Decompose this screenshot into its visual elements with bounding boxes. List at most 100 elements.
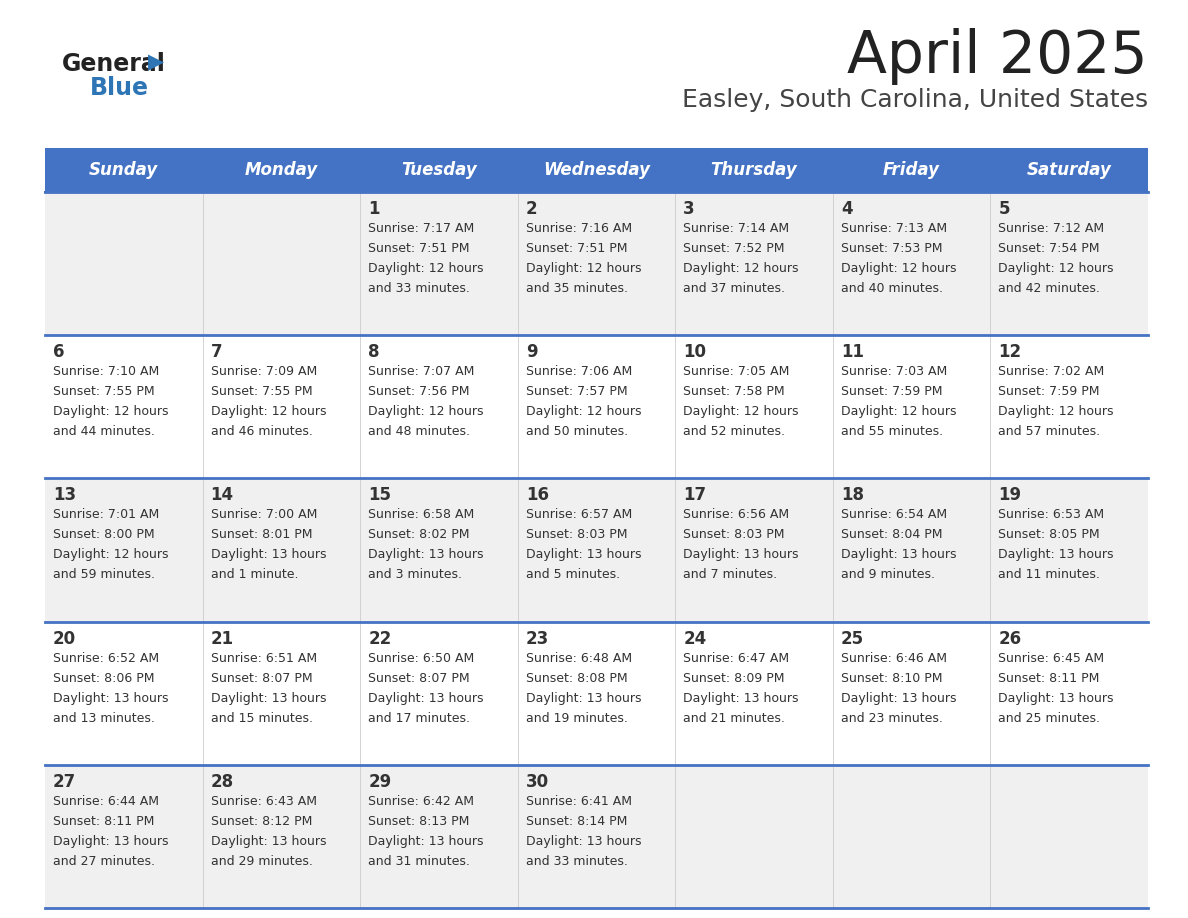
Text: Daylight: 13 hours: Daylight: 13 hours bbox=[368, 691, 484, 705]
Text: 7: 7 bbox=[210, 343, 222, 361]
Text: Sunset: 8:11 PM: Sunset: 8:11 PM bbox=[998, 672, 1100, 685]
Text: 6: 6 bbox=[53, 343, 64, 361]
Text: 28: 28 bbox=[210, 773, 234, 790]
Text: and 55 minutes.: and 55 minutes. bbox=[841, 425, 943, 438]
Text: Sunrise: 7:10 AM: Sunrise: 7:10 AM bbox=[53, 365, 159, 378]
Text: and 52 minutes.: and 52 minutes. bbox=[683, 425, 785, 438]
Text: Daylight: 12 hours: Daylight: 12 hours bbox=[683, 405, 798, 419]
Text: and 15 minutes.: and 15 minutes. bbox=[210, 711, 312, 724]
Text: and 40 minutes.: and 40 minutes. bbox=[841, 282, 943, 295]
Text: Daylight: 12 hours: Daylight: 12 hours bbox=[526, 262, 642, 275]
Text: Sunrise: 6:58 AM: Sunrise: 6:58 AM bbox=[368, 509, 474, 521]
Text: 26: 26 bbox=[998, 630, 1022, 647]
Text: and 5 minutes.: and 5 minutes. bbox=[526, 568, 620, 581]
Text: and 44 minutes.: and 44 minutes. bbox=[53, 425, 154, 438]
Text: Sunrise: 6:43 AM: Sunrise: 6:43 AM bbox=[210, 795, 316, 808]
Text: Daylight: 13 hours: Daylight: 13 hours bbox=[53, 834, 169, 848]
Text: Sunrise: 7:03 AM: Sunrise: 7:03 AM bbox=[841, 365, 947, 378]
Text: 20: 20 bbox=[53, 630, 76, 647]
Text: and 50 minutes.: and 50 minutes. bbox=[526, 425, 627, 438]
Text: and 46 minutes.: and 46 minutes. bbox=[210, 425, 312, 438]
Text: Saturday: Saturday bbox=[1026, 161, 1112, 179]
Text: Daylight: 12 hours: Daylight: 12 hours bbox=[526, 405, 642, 419]
Text: Sunset: 8:02 PM: Sunset: 8:02 PM bbox=[368, 529, 469, 542]
Text: Sunrise: 6:54 AM: Sunrise: 6:54 AM bbox=[841, 509, 947, 521]
Text: Daylight: 13 hours: Daylight: 13 hours bbox=[526, 834, 642, 848]
Text: Sunset: 7:51 PM: Sunset: 7:51 PM bbox=[526, 242, 627, 255]
Text: 14: 14 bbox=[210, 487, 234, 504]
Text: 15: 15 bbox=[368, 487, 391, 504]
Text: Daylight: 12 hours: Daylight: 12 hours bbox=[53, 548, 169, 562]
Text: Sunrise: 6:45 AM: Sunrise: 6:45 AM bbox=[998, 652, 1105, 665]
Text: Sunrise: 7:06 AM: Sunrise: 7:06 AM bbox=[526, 365, 632, 378]
Text: Sunrise: 7:00 AM: Sunrise: 7:00 AM bbox=[210, 509, 317, 521]
Text: 1: 1 bbox=[368, 200, 380, 218]
Text: Daylight: 13 hours: Daylight: 13 hours bbox=[53, 691, 169, 705]
Text: Monday: Monday bbox=[245, 161, 318, 179]
Text: Sunset: 7:51 PM: Sunset: 7:51 PM bbox=[368, 242, 469, 255]
Text: Sunrise: 7:02 AM: Sunrise: 7:02 AM bbox=[998, 365, 1105, 378]
Text: 25: 25 bbox=[841, 630, 864, 647]
Text: 27: 27 bbox=[53, 773, 76, 790]
Text: Sunset: 8:07 PM: Sunset: 8:07 PM bbox=[210, 672, 312, 685]
Text: Sunrise: 6:51 AM: Sunrise: 6:51 AM bbox=[210, 652, 317, 665]
Text: and 1 minute.: and 1 minute. bbox=[210, 568, 298, 581]
Bar bbox=[45, 192, 1148, 335]
Text: Daylight: 12 hours: Daylight: 12 hours bbox=[53, 405, 169, 419]
Text: 21: 21 bbox=[210, 630, 234, 647]
Text: Sunrise: 7:12 AM: Sunrise: 7:12 AM bbox=[998, 222, 1105, 235]
Text: Sunday: Sunday bbox=[89, 161, 158, 179]
Text: Daylight: 12 hours: Daylight: 12 hours bbox=[998, 405, 1114, 419]
Text: Sunset: 8:03 PM: Sunset: 8:03 PM bbox=[683, 529, 785, 542]
Text: and 21 minutes.: and 21 minutes. bbox=[683, 711, 785, 724]
Text: Daylight: 13 hours: Daylight: 13 hours bbox=[683, 548, 798, 562]
Text: Daylight: 13 hours: Daylight: 13 hours bbox=[210, 691, 326, 705]
Text: April 2025: April 2025 bbox=[847, 28, 1148, 85]
Text: 18: 18 bbox=[841, 487, 864, 504]
Text: Sunrise: 6:57 AM: Sunrise: 6:57 AM bbox=[526, 509, 632, 521]
Text: Sunset: 8:05 PM: Sunset: 8:05 PM bbox=[998, 529, 1100, 542]
Text: Sunset: 8:10 PM: Sunset: 8:10 PM bbox=[841, 672, 942, 685]
Text: Sunrise: 7:05 AM: Sunrise: 7:05 AM bbox=[683, 365, 790, 378]
Text: Sunrise: 6:50 AM: Sunrise: 6:50 AM bbox=[368, 652, 474, 665]
Text: Sunset: 7:59 PM: Sunset: 7:59 PM bbox=[841, 386, 942, 398]
Text: Daylight: 13 hours: Daylight: 13 hours bbox=[841, 691, 956, 705]
Text: Sunset: 7:53 PM: Sunset: 7:53 PM bbox=[841, 242, 942, 255]
Text: Sunset: 7:52 PM: Sunset: 7:52 PM bbox=[683, 242, 785, 255]
Text: and 27 minutes.: and 27 minutes. bbox=[53, 855, 154, 868]
Text: and 31 minutes.: and 31 minutes. bbox=[368, 855, 470, 868]
Text: Daylight: 12 hours: Daylight: 12 hours bbox=[210, 405, 326, 419]
Text: ▶: ▶ bbox=[148, 52, 164, 72]
Text: 5: 5 bbox=[998, 200, 1010, 218]
Text: Sunset: 8:07 PM: Sunset: 8:07 PM bbox=[368, 672, 469, 685]
Text: Daylight: 13 hours: Daylight: 13 hours bbox=[998, 548, 1114, 562]
Text: 10: 10 bbox=[683, 343, 707, 361]
Text: Sunset: 8:04 PM: Sunset: 8:04 PM bbox=[841, 529, 942, 542]
Bar bbox=[45, 478, 1148, 621]
Text: Sunrise: 7:14 AM: Sunrise: 7:14 AM bbox=[683, 222, 789, 235]
Text: Sunrise: 7:07 AM: Sunrise: 7:07 AM bbox=[368, 365, 474, 378]
Text: Sunset: 7:57 PM: Sunset: 7:57 PM bbox=[526, 386, 627, 398]
Text: Sunset: 7:58 PM: Sunset: 7:58 PM bbox=[683, 386, 785, 398]
Text: Sunrise: 6:42 AM: Sunrise: 6:42 AM bbox=[368, 795, 474, 808]
Text: Sunrise: 6:41 AM: Sunrise: 6:41 AM bbox=[526, 795, 632, 808]
Text: Sunset: 8:13 PM: Sunset: 8:13 PM bbox=[368, 815, 469, 828]
Text: Easley, South Carolina, United States: Easley, South Carolina, United States bbox=[682, 88, 1148, 112]
Text: Sunrise: 6:46 AM: Sunrise: 6:46 AM bbox=[841, 652, 947, 665]
Text: and 19 minutes.: and 19 minutes. bbox=[526, 711, 627, 724]
Text: Sunrise: 6:47 AM: Sunrise: 6:47 AM bbox=[683, 652, 789, 665]
Text: and 13 minutes.: and 13 minutes. bbox=[53, 711, 154, 724]
Text: Sunset: 7:55 PM: Sunset: 7:55 PM bbox=[53, 386, 154, 398]
Text: and 33 minutes.: and 33 minutes. bbox=[526, 855, 627, 868]
Text: and 37 minutes.: and 37 minutes. bbox=[683, 282, 785, 295]
Text: Sunset: 8:14 PM: Sunset: 8:14 PM bbox=[526, 815, 627, 828]
Text: Daylight: 13 hours: Daylight: 13 hours bbox=[526, 548, 642, 562]
Text: Daylight: 13 hours: Daylight: 13 hours bbox=[998, 691, 1114, 705]
Text: Sunrise: 6:52 AM: Sunrise: 6:52 AM bbox=[53, 652, 159, 665]
Text: Daylight: 12 hours: Daylight: 12 hours bbox=[683, 262, 798, 275]
Bar bbox=[45, 148, 1148, 192]
Text: 13: 13 bbox=[53, 487, 76, 504]
Text: and 33 minutes.: and 33 minutes. bbox=[368, 282, 470, 295]
Text: and 29 minutes.: and 29 minutes. bbox=[210, 855, 312, 868]
Text: Sunset: 7:59 PM: Sunset: 7:59 PM bbox=[998, 386, 1100, 398]
